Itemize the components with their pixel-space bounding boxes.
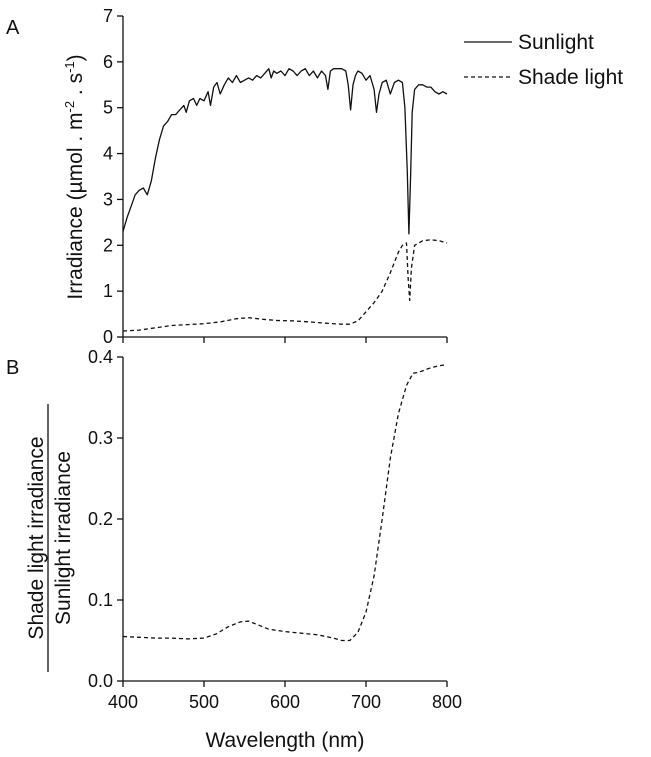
b-x-tick-label: 600 (270, 692, 300, 712)
a-series-shade-light-line (122, 239, 448, 332)
a-y-tick-label: 0 (103, 327, 113, 347)
panel-a-y-axis-title: Irradiance (µmol . m-2 . s-1) (62, 54, 87, 299)
b-x-tick-label: 500 (189, 692, 219, 712)
a-y-tick-label: 1 (103, 281, 113, 301)
a-y-tick-label: 7 (103, 6, 113, 26)
b-y-tick-label: 0.3 (88, 428, 113, 448)
panel-b-letter: B (6, 357, 19, 379)
b-x-tick-label: 400 (108, 692, 138, 712)
b-x-tick-label: 800 (432, 692, 462, 712)
legend-sunlight-label: Sunlight (518, 31, 594, 54)
panel-a-letter: A (6, 17, 20, 39)
panel-b-y-numerator: Shade light irradiance (25, 436, 48, 639)
panel-b-chart: 0.0 0.1 0.2 0.3 0.4 400 500 600 700 800 (88, 347, 462, 712)
panel-a-x-ticks (122, 337, 448, 343)
b-y-tick-label: 0.1 (88, 590, 113, 610)
a-y-tick-label: 3 (103, 189, 113, 209)
panel-b-y-axis-title: Shade light irradiance Sunlight irradian… (25, 404, 75, 672)
a-y-tick-label: 5 (103, 98, 113, 118)
legend: Sunlight Shade light (464, 31, 623, 89)
panel-b-x-ticks: 400 500 600 700 800 (108, 681, 462, 712)
a-y-tick-label: 4 (103, 144, 113, 164)
legend-shade-label: Shade light (518, 66, 623, 89)
panel-a-y-ticks: 0 1 2 3 4 5 6 7 (103, 6, 123, 347)
x-axis-title: Wavelength (nm) (205, 729, 364, 752)
a-series-sunlight-line (122, 68, 448, 235)
a-y-tick-label: 6 (103, 52, 113, 72)
a-y-tick-label: 2 (103, 235, 113, 255)
panel-a-series (122, 68, 448, 332)
panel-a-chart: 0 1 2 3 4 5 6 7 (103, 6, 448, 347)
panel-b-y-ticks: 0.0 0.1 0.2 0.3 0.4 (88, 347, 123, 691)
panel-b-y-denominator: Sunlight irradiance (52, 451, 75, 625)
b-x-tick-label: 700 (351, 692, 381, 712)
b-series-0-line (122, 364, 447, 642)
b-y-tick-label: 0.0 (88, 671, 113, 691)
b-y-tick-label: 0.2 (88, 509, 113, 529)
panel-b-series (122, 364, 447, 642)
b-y-tick-label: 0.4 (88, 347, 113, 367)
